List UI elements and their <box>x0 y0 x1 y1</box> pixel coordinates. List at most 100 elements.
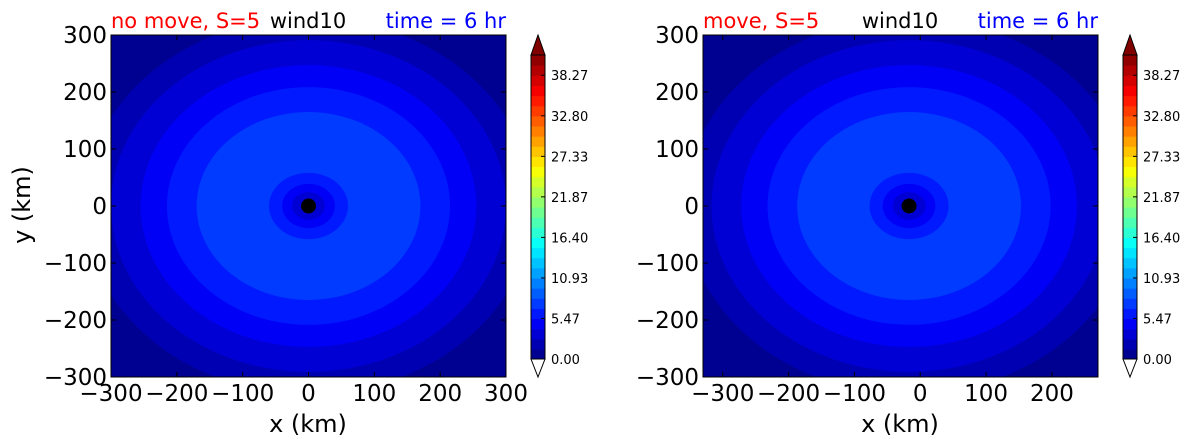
colorbar-segment <box>1123 247 1137 259</box>
colorbar-segment <box>1123 196 1137 208</box>
colorbar-segment <box>1123 257 1137 269</box>
colorbar-segment <box>531 257 545 269</box>
title-right: time = 6 hr <box>386 9 507 33</box>
colorbar-segment <box>531 288 545 299</box>
y-tick-label: −100 <box>636 251 699 277</box>
colorbar-segment <box>531 136 545 147</box>
colorbar-frame <box>1122 54 1138 360</box>
y-ticks: 300 200 100 0 −100 −200 −300 <box>636 23 1098 391</box>
colorbar-segment <box>531 156 545 168</box>
colorbar-segment <box>1123 308 1137 320</box>
colorbar-segment <box>1123 156 1137 168</box>
colorbar-segment <box>1123 338 1137 350</box>
y-tick-label: −100 <box>44 251 107 277</box>
colorbar-tick-label: 21.87 <box>551 191 588 206</box>
colorbar-segment <box>531 115 545 127</box>
x-tick-label: −200 <box>757 381 820 407</box>
colorbar-segment <box>1123 267 1137 279</box>
y-tick-label: −200 <box>636 308 699 334</box>
y-tick-label: 0 <box>684 194 699 220</box>
colorbar-segment <box>1123 298 1137 309</box>
colorbar-segment <box>531 75 545 86</box>
colorbar-segment <box>531 105 545 117</box>
colorbar-segment <box>531 318 545 330</box>
colorbar-segment <box>531 176 545 188</box>
title-center: wind10 <box>862 9 938 33</box>
panel-right: move, S=5 wind10 time = 6 hr −300 −200 −10… <box>636 9 1180 438</box>
eye-marker <box>901 198 917 214</box>
y-tick-label: 200 <box>63 80 107 106</box>
x-tick-label: 100 <box>352 381 396 407</box>
y-tick-label: 100 <box>63 137 107 163</box>
contour-plot <box>111 35 506 377</box>
x-tick-label: 100 <box>964 381 1008 407</box>
colorbar-segment <box>531 207 545 218</box>
colorbar-extend-min <box>530 358 546 379</box>
colorbar-segment <box>531 328 545 340</box>
contour-plot <box>703 35 1098 377</box>
colorbar-segment <box>531 146 545 157</box>
colorbar-segment <box>1123 277 1137 289</box>
y-tick-label: −300 <box>44 365 107 391</box>
y-tick-label: 200 <box>655 80 699 106</box>
y-tick-label: −300 <box>636 365 699 391</box>
panel-left: no move, S=5 wind10 time = 6 hr −300 −200… <box>8 9 588 438</box>
y-tick-label: 300 <box>63 23 107 49</box>
colorbar-segment <box>1123 176 1137 188</box>
colorbar-segment <box>531 95 545 107</box>
colorbar-segment <box>531 338 545 350</box>
y-ticks: 300 200 100 0 −100 −200 −300 <box>44 23 506 391</box>
colorbar-tick-label: 10.93 <box>551 272 588 287</box>
y-tick-label: 100 <box>655 137 699 163</box>
colorbar-segment <box>1123 75 1137 86</box>
y-axis-label: y (km) <box>8 166 36 244</box>
colorbar-tick-label: 27.33 <box>551 150 588 165</box>
colorbar-segment <box>1123 227 1137 238</box>
colorbar-extend-max <box>1122 33 1138 56</box>
x-axis-label: x (km) <box>861 410 939 438</box>
colorbar-segment <box>531 227 545 238</box>
colorbar-segment <box>1123 237 1137 249</box>
x-tick-label: 300 <box>484 381 528 407</box>
colorbar-segment <box>1123 136 1137 147</box>
colorbar-tick-label: 5.47 <box>551 312 580 327</box>
colorbar-segment <box>1123 217 1137 228</box>
x-ticks: −300 −200 −100 0 100 200 <box>691 35 1074 407</box>
x-tick-label: 0 <box>301 381 316 407</box>
title-left: move, S=5 <box>703 9 819 33</box>
colorbar-tick-label: 21.87 <box>1143 191 1180 206</box>
colorbar-segment <box>1123 186 1137 198</box>
colorbar-tick-label: 0.00 <box>551 353 580 368</box>
colorbar-tick-label: 5.47 <box>1143 312 1172 327</box>
colorbar-segment <box>1123 55 1137 66</box>
x-tick-label: 200 <box>1030 381 1074 407</box>
colorbar-segment <box>1123 166 1137 178</box>
colorbar-segment <box>531 308 545 320</box>
x-tick-label: −100 <box>823 381 886 407</box>
colorbar-segment <box>1123 85 1137 97</box>
x-tick-label: −100 <box>211 381 274 407</box>
title-right: time = 6 hr <box>978 9 1099 33</box>
colorbar-tick-label: 0.00 <box>1143 353 1172 368</box>
colorbar-tick-label: 16.40 <box>551 231 588 246</box>
colorbar-segment <box>531 267 545 279</box>
colorbar-tick-label: 10.93 <box>1143 272 1180 287</box>
colorbar-segment <box>1123 328 1137 340</box>
x-tick-label: −300 <box>691 381 754 407</box>
colorbar-segment <box>1123 115 1137 127</box>
colorbar-tick-label: 38.27 <box>1143 69 1180 84</box>
colorbar-tick-label: 27.33 <box>1143 150 1180 165</box>
colorbar-tick-label: 32.80 <box>1143 110 1180 125</box>
colorbar-segment <box>1123 95 1137 107</box>
colorbar-extend-min <box>1122 358 1138 379</box>
colorbar-tick-label: 16.40 <box>1143 231 1180 246</box>
colorbar-tick-label: 38.27 <box>551 69 588 84</box>
colorbar-segment <box>1123 288 1137 299</box>
colorbar-segment <box>531 186 545 198</box>
colorbar-segment <box>531 237 545 249</box>
colorbar-segment <box>531 65 545 76</box>
colorbar-segment <box>531 85 545 97</box>
colorbar-segment <box>531 348 545 360</box>
colorbar-frame <box>530 54 546 360</box>
